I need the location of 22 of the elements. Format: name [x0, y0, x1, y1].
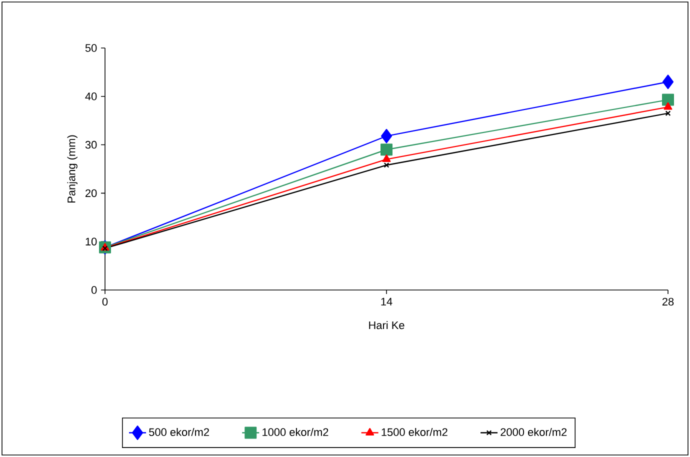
point [380, 128, 392, 144]
point [664, 102, 672, 110]
y-tick-label: 0 [91, 286, 97, 294]
point [380, 144, 393, 156]
point [382, 154, 391, 162]
x-tick-label: 0 [102, 298, 108, 306]
legend-label: 1000 ekor/m2 [262, 428, 328, 436]
x-tick-label: 28 [662, 298, 674, 306]
point [662, 94, 674, 106]
y-tick-label: 50 [85, 44, 97, 52]
y-tick-label: 20 [86, 189, 97, 198]
point [662, 74, 674, 90]
y-axis-title: Panjang (mm) [67, 135, 78, 202]
legend-label: 500 ekor/m2 [149, 428, 209, 436]
legend-label: 2000 ekor/m2 [500, 428, 567, 436]
y-tick-label: 10 [86, 238, 97, 246]
y-tick-label: 30 [85, 140, 97, 149]
x-tick-label: 14 [381, 298, 392, 306]
legend-label: 1500 ekor/m2 [382, 428, 448, 436]
x-axis-title: Hari Ke [369, 321, 404, 330]
y-tick-label: 40 [85, 92, 97, 100]
point [384, 162, 390, 168]
